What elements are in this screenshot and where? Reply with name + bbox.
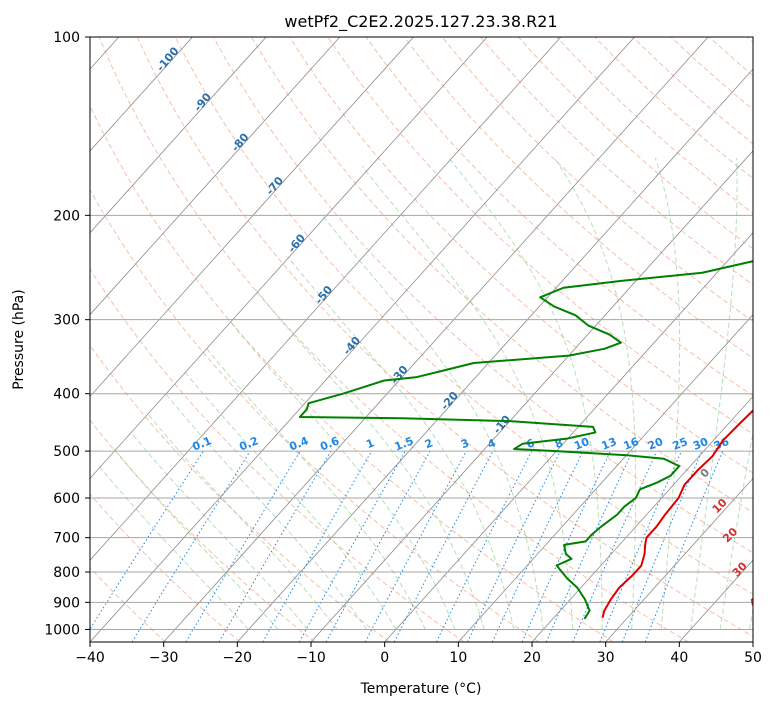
moist-adiabat-line <box>98 465 249 630</box>
dry-adiabat-line <box>90 188 540 642</box>
dry-adiabat-line <box>98 37 689 642</box>
mixing-ratio-label: 16 <box>622 435 641 453</box>
moist-adiabat-line <box>654 157 681 630</box>
mixing-ratio-label: 8 <box>553 436 565 451</box>
dewpoint-line <box>298 260 753 620</box>
x-tick-label: −30 <box>149 650 179 666</box>
x-tick-label: 10 <box>449 650 467 666</box>
mixing-ratio-label: 13 <box>600 435 619 453</box>
x-tick-label: −40 <box>75 650 105 666</box>
dry-adiabat-line <box>90 344 390 642</box>
mixing-ratio-line <box>621 450 703 642</box>
x-axis-label: Temperature (°C) <box>360 681 482 697</box>
isotherm-line <box>90 37 562 561</box>
isotherms <box>90 37 753 642</box>
mixing-ratio-line <box>325 450 431 642</box>
moist-adiabat-line <box>205 347 426 630</box>
x-axis-ticks: −40 −30 −20 −10 0 10 20 30 40 50 <box>75 642 762 666</box>
moist-adiabat-line <box>287 256 515 630</box>
mixing-ratio-label: 1 <box>364 436 376 451</box>
isotherm-line <box>237 68 753 642</box>
isotherm-line <box>90 37 267 234</box>
mixing-ratio-label: 10 <box>572 435 591 453</box>
x-tick-label: 40 <box>670 650 688 666</box>
x-tick-label: 30 <box>597 650 615 666</box>
mixing-ratio-label: 3 <box>459 436 471 451</box>
isotherm-line <box>384 232 753 642</box>
dry-adiabat-line <box>327 37 753 435</box>
mixing-ratio-label: 25 <box>671 435 690 453</box>
mixing-ratio-line <box>298 450 406 642</box>
mixing-ratio-line <box>364 450 467 642</box>
moist-adiabat-line <box>554 157 637 630</box>
temperature-line <box>601 409 753 618</box>
isotherm-line <box>90 37 635 642</box>
dry-adiabat-line <box>174 37 753 595</box>
dry-adiabat-line <box>441 37 753 322</box>
isotherm-line <box>310 150 753 642</box>
y-tick-label: 300 <box>53 313 80 329</box>
y-tick-label: 400 <box>53 387 80 403</box>
y-tick-label: 800 <box>53 565 80 581</box>
plot-frame <box>89 36 754 643</box>
y-tick-label: 100 <box>53 30 80 46</box>
moist-adiabat-line <box>253 287 485 630</box>
plot-area: 0.1 0.2 0.4 0.6 1 1.5 2 3 4 6 8 10 13 16 20 25 30 36-100-… <box>90 37 767 642</box>
dry-adiabat-line <box>365 37 753 397</box>
y-tick-label: 500 <box>53 444 80 460</box>
moist-adiabat-line <box>228 319 456 630</box>
dry-adiabats <box>90 37 753 642</box>
y-tick-label: 700 <box>53 531 80 547</box>
isotherm-line <box>90 37 341 316</box>
y-axis-label: Pressure (hPa) <box>11 289 27 389</box>
moist-adiabat-line <box>130 432 308 630</box>
mixing-ratio-label: 30 <box>691 435 710 453</box>
mixing-ratio-label: 2 <box>423 436 435 451</box>
isotherm-line <box>163 37 709 642</box>
y-tick-label: 900 <box>53 595 80 611</box>
y-tick-label: 600 <box>53 491 80 507</box>
x-tick-label: 0 <box>380 650 389 666</box>
dry-adiabat-line <box>90 566 166 642</box>
isotherm-line <box>531 395 753 642</box>
mixing-ratio-line <box>599 450 682 642</box>
x-tick-label: 50 <box>744 650 762 666</box>
dry-adiabat-line <box>212 37 753 554</box>
isotherm-line <box>90 37 414 398</box>
sounding-series <box>298 260 753 620</box>
isotherm-line <box>458 313 753 642</box>
chart-title: wetPf2_C2E2.2025.127.23.38.R21 <box>284 12 557 32</box>
dry-adiabat-line <box>251 37 753 514</box>
moist-adiabat-line <box>321 215 544 630</box>
isotherm-line <box>605 477 753 642</box>
mixing-ratio-line <box>90 450 204 630</box>
x-tick-label: −10 <box>296 650 326 666</box>
dry-adiabat-line <box>479 37 753 286</box>
y-axis-ticks: 100 200 300 400 500 600 700 800 900 1000 <box>44 30 90 638</box>
isobars <box>90 37 753 630</box>
isotherm-line <box>90 37 193 152</box>
dry-adiabat-line <box>90 104 614 642</box>
y-tick-label: 200 <box>53 208 80 224</box>
moist-adiabat-line <box>183 369 397 630</box>
x-tick-label: −20 <box>223 650 253 666</box>
moist-adiabat-line <box>146 411 338 630</box>
x-tick-label: 20 <box>523 650 541 666</box>
moist-adiabat-label: 40 <box>747 590 767 610</box>
mixing-ratio-label: 20 <box>646 435 665 453</box>
mixing-ratio-line <box>435 450 533 642</box>
y-tick-label: 1000 <box>44 622 80 638</box>
mixing-ratio-line <box>545 450 633 642</box>
moist-adiabat-line <box>361 165 574 630</box>
isotherm-line <box>90 37 488 479</box>
mixing-ratio-line <box>644 450 724 642</box>
